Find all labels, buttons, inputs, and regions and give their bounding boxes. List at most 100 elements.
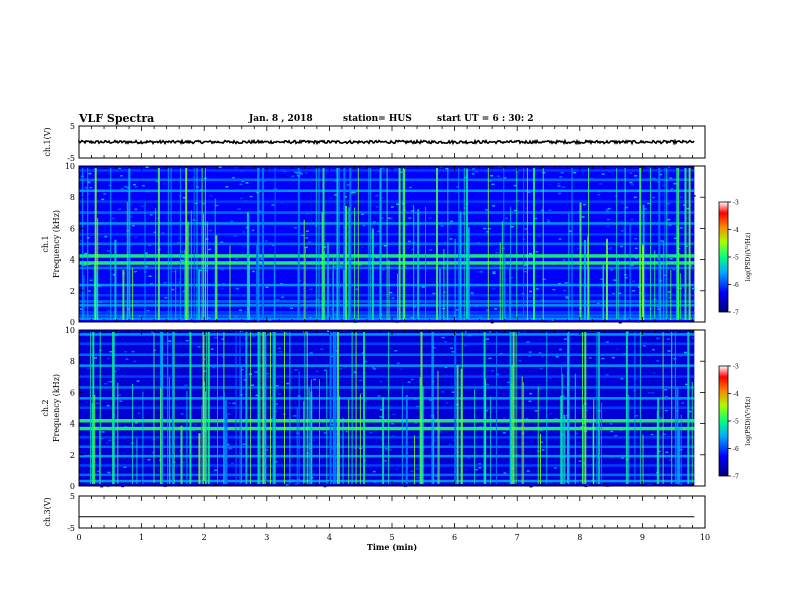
ch1-spectrogram-colorbar-tick-label: -4: [733, 227, 739, 234]
ch2-spectrogram-speckle: [304, 368, 308, 370]
ch1-spectrogram-speckle: [491, 306, 495, 308]
ch2-spectrogram-speckle: [251, 384, 254, 386]
ch2-spectrogram-speckle: [528, 355, 532, 357]
ch1-spectrogram-sferic: [332, 269, 334, 320]
ch1-spectrogram-sferic: [262, 168, 264, 320]
ch2-spectrogram-sferic: [512, 332, 515, 484]
ch2-spectrogram-speckle: [104, 383, 108, 385]
ch1-spectrogram-speckle: [662, 250, 666, 253]
ch1-spectrogram-speckle: [406, 247, 410, 249]
ch2-spectrogram-band: [79, 353, 695, 356]
x-tick-label: 9: [640, 533, 645, 542]
ch1-spectrogram-sferic: [132, 268, 134, 320]
ch1-spectrogram-speckle: [631, 280, 635, 283]
ch2-spectrogram-sferic: [421, 386, 424, 484]
ch2-spectrogram-speckle: [147, 358, 151, 360]
ch1-spectrogram-sferic: [454, 238, 456, 320]
ch2-spectrogram-speckle: [339, 368, 343, 370]
ch1-spectrogram-speckle: [647, 220, 651, 223]
x-tick-label: 6: [452, 533, 457, 542]
ch2-spectrogram-sferic: [634, 332, 636, 484]
ch2-spectrogram-colorbar-tick-label: -5: [733, 419, 739, 426]
ch1-spectrogram-sferic: [256, 244, 258, 320]
ch2-spectrogram-speckle: [123, 466, 127, 468]
ch2-spectrogram-speckle: [157, 469, 161, 472]
ch2-spectrogram-speckle: [562, 362, 566, 364]
ch1-spectrogram-speckle: [346, 239, 350, 241]
ch2-spectrogram-speckle: [356, 423, 360, 425]
ch2-spectrogram-speckle: [576, 367, 580, 370]
ch2-spectrogram-speckle: [348, 383, 352, 386]
ch2-spectrogram-speckle: [417, 363, 421, 365]
ch2-spectrogram-sferic: [223, 392, 225, 484]
ch1-spectrogram-speckle: [231, 182, 235, 185]
ch2-spectrogram-speckle: [474, 469, 478, 471]
ch2-spectrogram-speckle: [615, 443, 619, 445]
ch3-waveform-ytick-label: 5: [70, 492, 75, 501]
ch1-spectrogram-speckle: [517, 218, 521, 221]
ch2-spectrogram-speckle: [265, 439, 269, 441]
ch1-spectrogram-speckle: [450, 231, 454, 234]
ch2-spectrogram-sferic: [180, 425, 183, 484]
ch1-spectrogram-sferic: [629, 223, 631, 320]
ch2-spectrogram-speckle: [601, 422, 605, 425]
ch1-spectrogram-sferic: [658, 168, 661, 320]
ch1-spectrogram-ytick-label: 6: [70, 224, 75, 233]
ch1-spectrogram-speckle: [685, 280, 689, 282]
ch2-spectrogram-speckle: [259, 450, 263, 452]
ch1-spectrogram-colorbar-tick-label: -6: [733, 282, 739, 289]
ch1-spectrogram-speckle: [542, 171, 546, 174]
ch1-spectrogram-speckle: [118, 208, 122, 210]
ch1-spectrogram-speckle: [239, 309, 243, 312]
ch1-spectrogram-speckle: [234, 167, 238, 169]
ch1-spectrogram-speckle: [155, 313, 158, 315]
ch2-spectrogram-speckle: [538, 338, 542, 341]
ch2-spectrogram-sferic: [207, 332, 210, 484]
ch2-spectrogram-band: [79, 464, 695, 467]
ch2-spectrogram-speckle: [442, 374, 446, 376]
ch1-spectrogram-sferic: [186, 221, 189, 320]
ch1-spectrogram-speckle: [355, 288, 359, 290]
ch2-spectrogram-speckle: [359, 379, 363, 382]
ch1-spectrogram-speckle: [399, 171, 403, 173]
ch2-spectrogram-sferic: [264, 332, 267, 484]
ch1-spectrogram-speckle: [673, 237, 677, 239]
ch1-spectrogram-speckle: [680, 302, 684, 304]
ch2-spectrogram-colorbar-tick-label: -4: [733, 391, 739, 398]
ch2-spectrogram-speckle: [528, 351, 532, 353]
x-tick-label: 2: [202, 533, 207, 542]
ch1-spectrogram-sferic: [215, 235, 218, 320]
ch2-spectrogram-sferic: [490, 396, 492, 484]
ch1-spectrogram-speckle: [489, 244, 493, 247]
ch2-spectrogram-sferic: [319, 379, 320, 484]
ch1-spectrogram-sferic: [87, 168, 89, 320]
ch2-spectrogram-speckle: [255, 394, 259, 397]
ch1-spectrogram-speckle: [581, 216, 585, 218]
ch2-spectrogram-speckle: [83, 332, 87, 334]
ch1-spectrogram-sferic: [175, 269, 177, 320]
ch2-spectrogram-sferic: [657, 397, 660, 484]
ch1-spectrogram-speckle: [659, 173, 662, 176]
ch2-spectrogram-speckle: [349, 362, 353, 365]
ch2-spectrogram-speckle: [107, 357, 111, 360]
ch2-spectrogram-speckle: [243, 337, 247, 340]
ch1-spectrogram-speckle: [440, 166, 444, 168]
ch2-spectrogram-sferic: [388, 332, 390, 484]
ch2-spectrogram-speckle: [251, 440, 255, 442]
ch2-spectrogram-speckle: [617, 425, 621, 428]
ch2-spectrogram-speckle: [294, 347, 298, 349]
ch1-spectrogram-sferic: [587, 234, 589, 320]
ch1-spectrogram-speckle: [492, 288, 496, 290]
ch2-spectrogram-speckle: [168, 340, 172, 342]
ch2-spectrogram-speckle: [391, 409, 395, 412]
ch1-spectrogram-sferic: [144, 202, 146, 320]
ch2-spectrogram-speckle: [307, 362, 311, 364]
ch1-spectrogram-speckle: [132, 183, 136, 186]
ch2-spectrogram-speckle: [351, 393, 355, 395]
ch2-spectrogram-speckle: [651, 391, 655, 394]
ch2-spectrogram-sferic: [205, 332, 207, 484]
ch1-spectrogram-speckle: [239, 183, 243, 186]
ch1-spectrogram-speckle: [178, 237, 181, 240]
ch2-spectrogram-sferic: [584, 332, 587, 484]
ch1-spectrogram-speckle: [525, 297, 529, 299]
